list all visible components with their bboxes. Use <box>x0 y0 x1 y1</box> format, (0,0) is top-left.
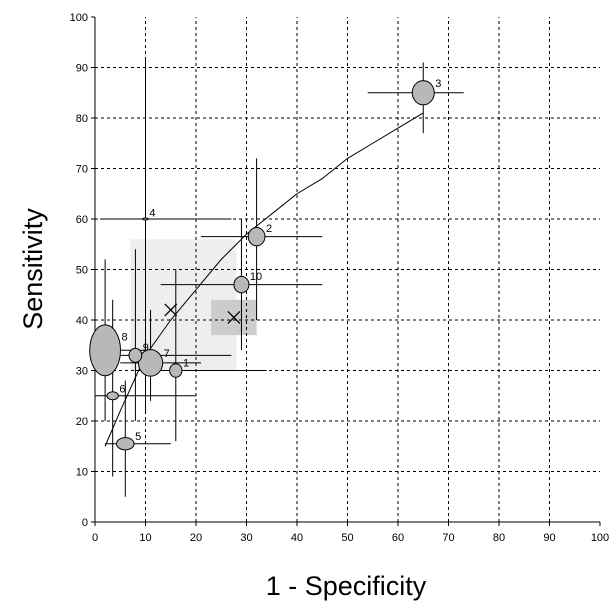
summary-point-2 <box>227 311 241 324</box>
study-4-bubble <box>142 217 149 221</box>
y-tick-label-100: 100 <box>70 12 88 24</box>
study-5-bubble <box>116 437 135 451</box>
y-axis-title: Sensitivity <box>18 208 48 330</box>
y-tick-label-70: 70 <box>76 164 88 176</box>
x-tick-label-80: 80 <box>493 532 505 544</box>
study-10-label: 10 <box>250 271 262 283</box>
y-tick-label-50: 50 <box>76 265 88 277</box>
y-tick-label-20: 20 <box>76 416 88 428</box>
study-7-label: 7 <box>164 348 170 360</box>
study-10-bubble <box>233 275 250 294</box>
summary-regions <box>130 239 257 371</box>
y-tick-label-80: 80 <box>76 113 88 125</box>
summary-point-2-stroke-b <box>227 311 241 324</box>
x-tick-label-100: 100 <box>591 532 609 544</box>
study-4-label: 4 <box>149 208 155 220</box>
study-8-bubble <box>89 324 121 377</box>
study-2-bubble <box>247 226 266 247</box>
summary-point-1-stroke-b <box>164 303 178 317</box>
x-tick-label-0: 0 <box>92 532 98 544</box>
study-6-bubble <box>106 391 119 401</box>
x-tick-label-10: 10 <box>139 532 151 544</box>
study-3-label: 3 <box>435 78 441 90</box>
x-tick-label-40: 40 <box>291 532 303 544</box>
study-5-label: 5 <box>135 431 141 443</box>
study-1-bubble <box>169 363 183 378</box>
study-labels: 1 2 3 4 5 6 7 8 9 10 <box>119 78 441 443</box>
axes <box>91 16 601 526</box>
x-tick-label-70: 70 <box>442 532 454 544</box>
study-bubbles <box>89 80 435 451</box>
x-tick-label-60: 60 <box>392 532 404 544</box>
study-1-label: 1 <box>183 357 189 369</box>
x-tick-label-30: 30 <box>240 532 252 544</box>
y-tick-label-40: 40 <box>76 315 88 327</box>
x-tick-label-90: 90 <box>543 532 555 544</box>
grid <box>95 17 600 522</box>
x-tick-label-20: 20 <box>190 532 202 544</box>
y-tick-label-30: 30 <box>76 366 88 378</box>
summary-markers <box>164 303 241 324</box>
y-tick-label-0: 0 <box>82 517 88 529</box>
study-7-bubble <box>137 349 164 377</box>
y-tick-label-60: 60 <box>76 214 88 226</box>
tick-labels: 0 10 20 30 40 50 60 70 80 90 100 0 10 20 30 40 50 60 70 80 9… <box>70 12 610 544</box>
x-axis-title: 1 - Specificity <box>266 571 427 601</box>
study-6-label: 6 <box>119 384 125 396</box>
x-tick-label-50: 50 <box>341 532 353 544</box>
study-3-bubble <box>411 80 435 106</box>
study-9-bubble <box>128 347 143 363</box>
study-9-label: 9 <box>143 342 149 354</box>
study-8-label: 8 <box>122 332 128 344</box>
summary-point-1 <box>164 303 178 317</box>
y-tick-label-90: 90 <box>76 63 88 75</box>
y-tick-label-10: 10 <box>76 467 88 479</box>
study-2-label: 2 <box>266 223 272 235</box>
